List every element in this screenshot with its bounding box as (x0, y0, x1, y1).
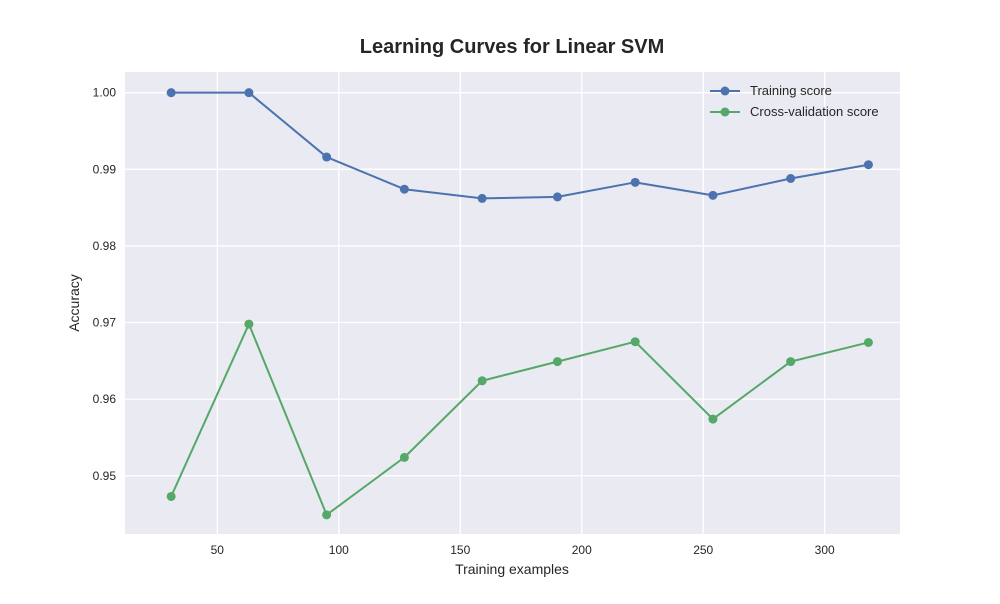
cross-validation-point (399, 452, 409, 462)
training-point (244, 88, 254, 98)
x-tick-label: 100 (329, 543, 349, 557)
training-point (630, 177, 640, 187)
cross-validation-point (708, 414, 718, 424)
legend: Training score Cross-validation score (710, 83, 879, 119)
training-point (322, 152, 332, 162)
data-series (166, 88, 873, 520)
x-tick-labels: 50 100 150 200 250 300 (211, 543, 835, 557)
cross-validation-point (863, 337, 873, 347)
cross-validation-point (166, 491, 176, 501)
cross-validation-point (552, 357, 562, 367)
y-tick-label: 0.98 (93, 239, 117, 253)
x-tick-label: 200 (572, 543, 592, 557)
x-axis-label: Training examples (455, 561, 569, 577)
training-point (399, 184, 409, 194)
cross-validation-point (630, 337, 640, 347)
cross-validation-series (166, 319, 873, 520)
cross-validation-point (477, 376, 487, 386)
training-line (171, 91, 869, 200)
y-tick-label: 1.00 (93, 86, 117, 100)
cross-validation-line (170, 323, 869, 516)
training-point (552, 192, 562, 202)
training-point (166, 88, 176, 98)
y-tick-label: 0.95 (93, 469, 117, 483)
cross-validation-point (786, 357, 796, 367)
x-tick-label: 50 (211, 543, 225, 557)
y-tick-labels: 0.95 0.96 0.97 0.98 0.99 1.00 (93, 86, 117, 483)
grid-lines (125, 72, 900, 534)
training-point (708, 190, 718, 200)
legend-training-label: Training score (750, 83, 832, 98)
y-tick-label: 0.96 (93, 392, 117, 406)
plot-area-background (125, 72, 900, 534)
legend-cv-marker (720, 107, 730, 117)
legend-training-marker (720, 86, 730, 96)
x-tick-label: 150 (450, 543, 470, 557)
training-series (166, 88, 873, 203)
y-tick-label: 0.97 (93, 316, 117, 330)
cross-validation-point (322, 510, 332, 520)
legend-cv-label: Cross-validation score (750, 104, 879, 119)
y-axis-label: Accuracy (66, 274, 82, 332)
training-point (863, 160, 873, 170)
cross-validation-point (244, 319, 254, 329)
chart-title: Learning Curves for Linear SVM (360, 36, 665, 58)
training-point (786, 173, 796, 183)
x-tick-label: 300 (815, 543, 835, 557)
x-tick-label: 250 (693, 543, 713, 557)
y-tick-label: 0.99 (93, 162, 117, 176)
training-point (477, 193, 487, 203)
